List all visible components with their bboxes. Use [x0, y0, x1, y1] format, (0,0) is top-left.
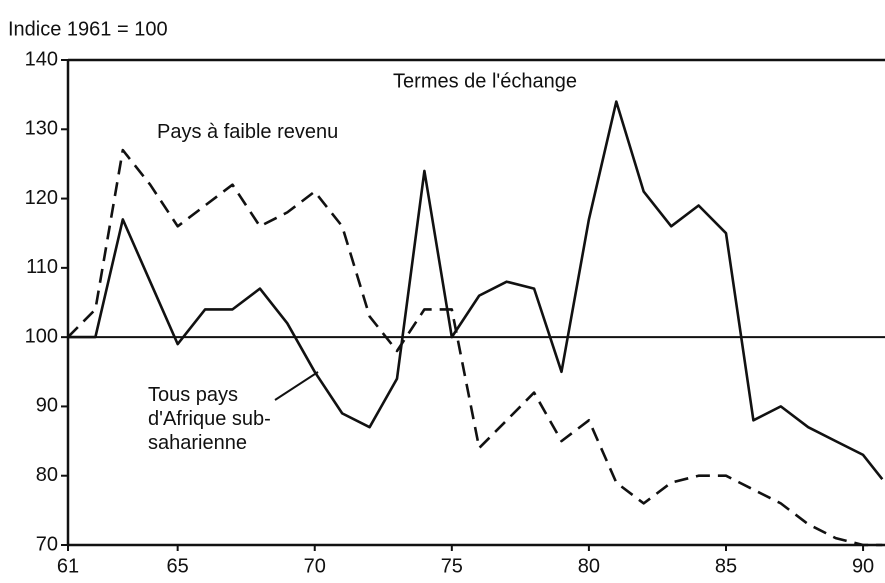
- y-tick-label: 70: [36, 533, 58, 555]
- y-tick-label: 130: [25, 118, 58, 140]
- x-tick-label: 70: [304, 555, 326, 577]
- x-tick-label: 90: [852, 555, 874, 577]
- series-line: [67, 148, 883, 547]
- y-tick-label: 80: [36, 464, 58, 486]
- y-tick-label: 100: [25, 325, 58, 347]
- y-tick-label: 110: [26, 256, 58, 278]
- series-label: Tous pays d'Afrique sub-saharienne: [148, 384, 271, 454]
- y-axis-label: Indice 1961 = 100: [8, 18, 168, 40]
- y-tick-label: 90: [36, 395, 58, 417]
- x-tick-label: 80: [578, 555, 600, 577]
- leader-line: [274, 371, 319, 401]
- x-tick-label: 75: [441, 555, 463, 577]
- y-tick-label: 120: [25, 187, 58, 209]
- y-tick-label: 140: [25, 48, 58, 70]
- series-label: Pays à faible revenu: [157, 121, 339, 143]
- x-tick-label: 85: [715, 555, 737, 577]
- chart-title: Termes de l'échange: [393, 70, 577, 92]
- x-tick-label: 65: [167, 555, 189, 577]
- series-line: [68, 100, 884, 481]
- x-tick-label: 61: [57, 555, 79, 577]
